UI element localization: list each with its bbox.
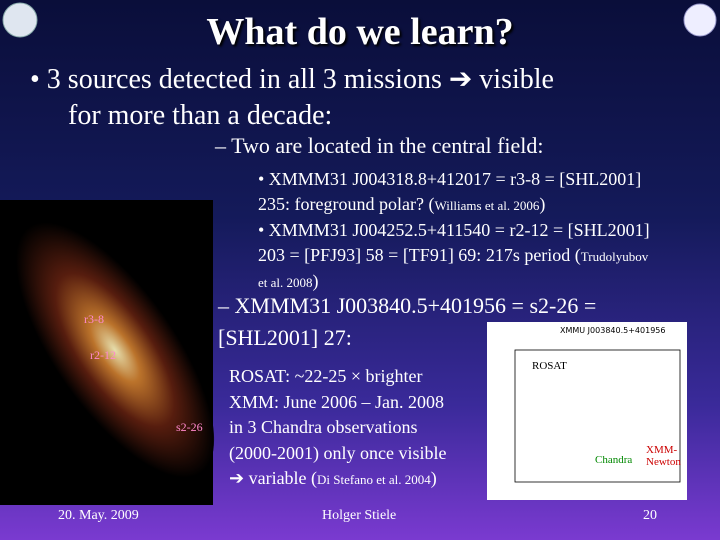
line: (2000-2001) only once visible xyxy=(229,441,446,467)
footer-author: Holger Stiele xyxy=(322,508,397,523)
citation: Williams et al. 2006 xyxy=(434,198,540,213)
inset-chart xyxy=(487,322,687,500)
line: – XMMM31 J003840.5+401956 = s2-26 = xyxy=(218,293,597,318)
third-heading: – XMMM31 J003840.5+401956 = s2-26 = [SHL… xyxy=(218,290,596,354)
text: XMM: June 2006 – Jan. 2008 xyxy=(229,391,444,412)
text: ) xyxy=(312,271,319,291)
text: in 3 Chandra observations xyxy=(229,417,418,437)
footer-date: 20. May. 2009 xyxy=(58,508,139,523)
image-label: r3-8 xyxy=(84,312,104,326)
item-list: • XMMM31 J004318.8+412017 = r3-8 = [SHL2… xyxy=(258,167,650,295)
inset-label: XMM-Newton xyxy=(646,444,681,468)
text: (2000-2001) only once visible xyxy=(229,442,447,463)
text: ) xyxy=(539,194,546,214)
image-label: s2-26 xyxy=(176,420,203,434)
citation: et al. 2008 xyxy=(258,275,313,290)
text: ➔ variable ( xyxy=(229,468,318,488)
bullet-line: for more than a decade: xyxy=(68,100,333,131)
inset-label: Chandra xyxy=(595,454,633,466)
text: 235: foreground polar? ( xyxy=(258,194,435,214)
line: XMM: June 2006 – Jan. 2008 xyxy=(229,390,446,416)
text: ROSAT: ~22-25 × brighter xyxy=(229,366,423,386)
bullet-line: • 3 sources detected in all 3 missions ➔… xyxy=(30,64,554,95)
line: in 3 Chandra observations xyxy=(229,415,446,441)
line: • XMMM31 J004252.5+411540 = r2-12 = [SHL… xyxy=(258,218,650,243)
line: ROSAT: ~22-25 × brighter xyxy=(229,364,446,390)
line: [SHL2001] 27: xyxy=(218,325,352,350)
text: • XMMM31 J004318.8+412017 = r3-8 = [SHL2… xyxy=(258,169,642,189)
citation: Trudolyubov xyxy=(580,249,649,264)
line: et al. 2008) xyxy=(258,269,650,295)
text: ) xyxy=(430,468,437,488)
text: • XMMM31 J004252.5+411540 = r2-12 = [SHL… xyxy=(258,220,650,240)
galaxy xyxy=(15,222,215,478)
line: • XMMM31 J004318.8+412017 = r3-8 = [SHL2… xyxy=(258,167,650,192)
title: What do we learn? xyxy=(206,11,514,53)
page-number: 20 xyxy=(643,508,657,523)
text: 203 = [PFJ93] 58 = [TF91] 69: 217s perio… xyxy=(258,245,581,265)
inset-frame xyxy=(514,349,681,483)
citation: Di Stefano et al. 2004 xyxy=(317,472,431,487)
line: ➔ variable (Di Stefano et al. 2004) xyxy=(229,466,446,493)
sub-heading: – Two are located in the central field: xyxy=(215,133,544,158)
inset-label: ROSAT xyxy=(532,360,567,372)
logo-right xyxy=(683,3,717,37)
details: ROSAT: ~22-25 × brighter XMM: June 2006 … xyxy=(229,364,446,493)
inset-title: XMMU J003840.5+401956 xyxy=(560,326,666,335)
line: 203 = [PFJ93] 58 = [TF91] 69: 217s perio… xyxy=(258,243,650,269)
image-label: r2-12 xyxy=(90,348,116,362)
line: 235: foreground polar? (Williams et al. … xyxy=(258,192,650,218)
logo-left xyxy=(2,2,38,38)
